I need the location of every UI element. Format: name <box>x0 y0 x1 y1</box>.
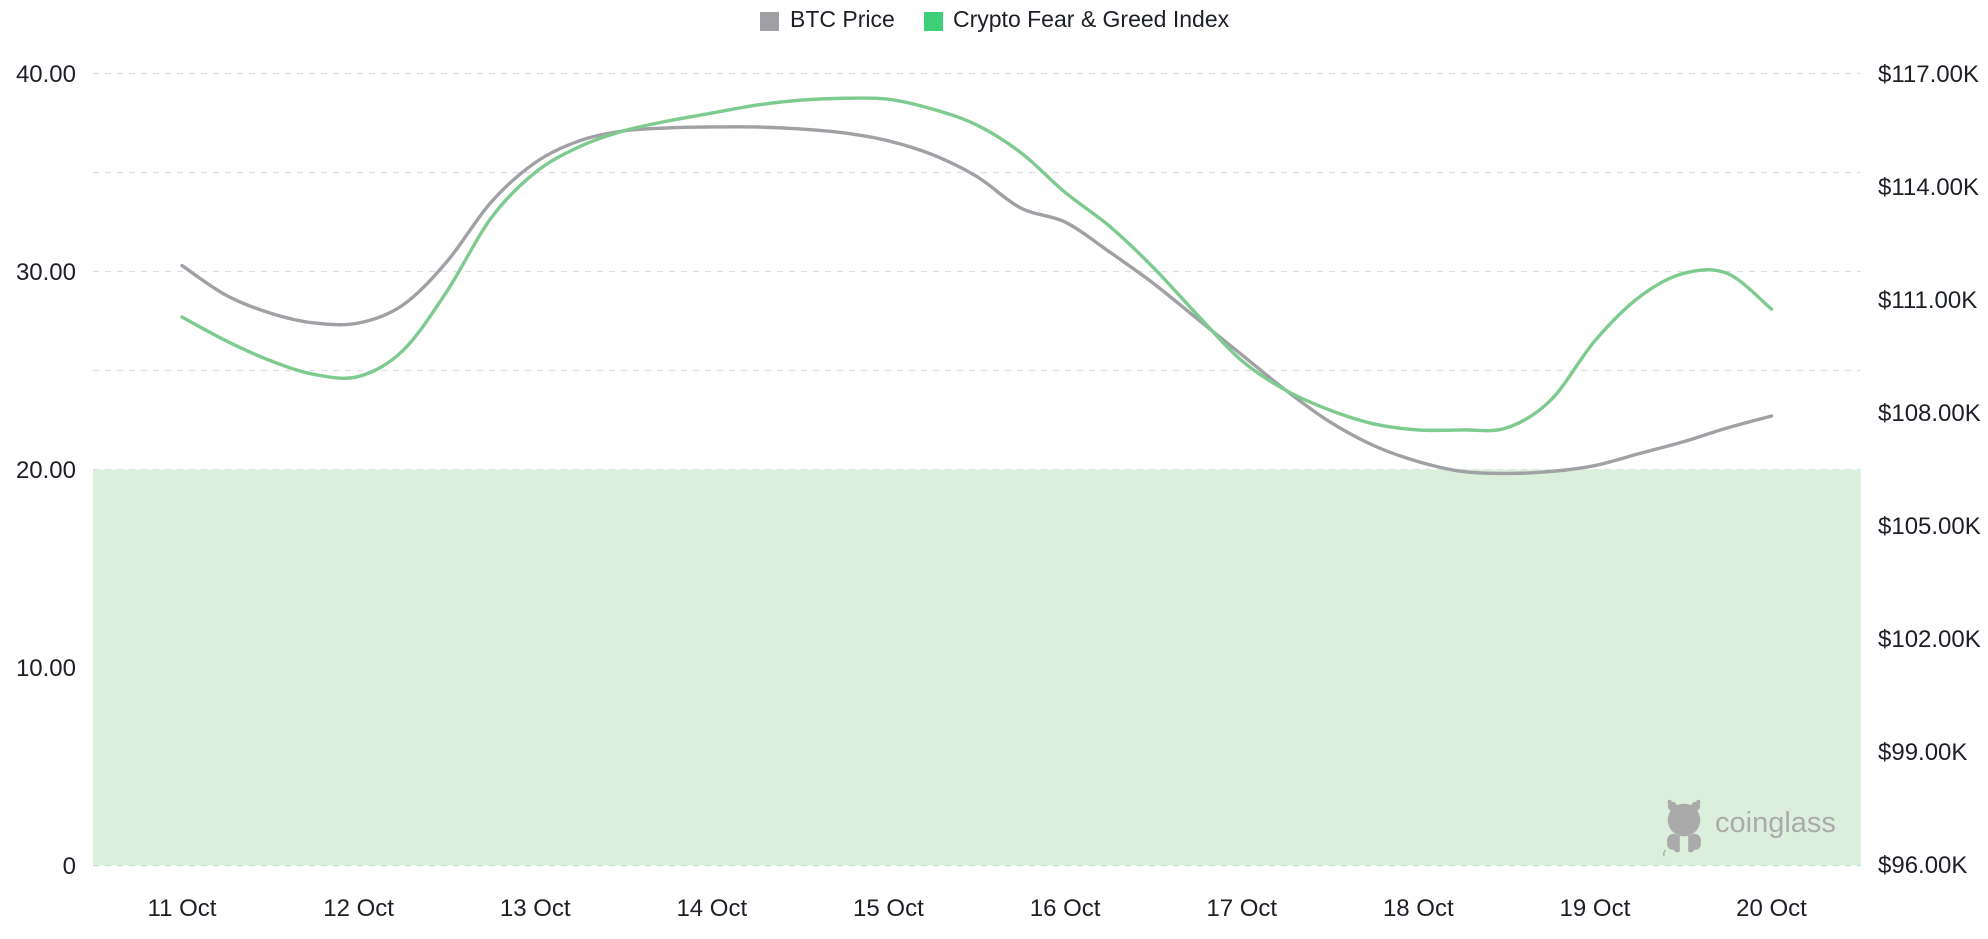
svg-text:18 Oct: 18 Oct <box>1383 895 1454 922</box>
svg-text:0: 0 <box>63 853 76 880</box>
svg-text:$117.00K: $117.00K <box>1878 61 1979 88</box>
svg-text:13 Oct: 13 Oct <box>500 895 571 922</box>
svg-text:$102.00K: $102.00K <box>1878 626 1981 653</box>
svg-text:BTC Price: BTC Price <box>790 6 895 32</box>
svg-text:10.00: 10.00 <box>16 655 76 682</box>
svg-text:19 Oct: 19 Oct <box>1560 895 1631 922</box>
svg-text:$108.00K: $108.00K <box>1878 400 1981 427</box>
svg-text:30.00: 30.00 <box>16 259 76 286</box>
svg-text:11 Oct: 11 Oct <box>148 895 217 922</box>
svg-text:40.00: 40.00 <box>16 61 76 88</box>
svg-text:$96.00K: $96.00K <box>1878 852 1967 879</box>
svg-text:20 Oct: 20 Oct <box>1736 895 1807 922</box>
svg-text:14 Oct: 14 Oct <box>676 895 747 922</box>
svg-text:$114.00K: $114.00K <box>1878 174 1979 201</box>
svg-text:20.00: 20.00 <box>16 457 76 484</box>
svg-text:$99.00K: $99.00K <box>1878 739 1967 766</box>
svg-text:$111.00K: $111.00K <box>1878 287 1977 314</box>
svg-text:17 Oct: 17 Oct <box>1206 895 1277 922</box>
svg-text:12 Oct: 12 Oct <box>323 895 394 922</box>
svg-text:15 Oct: 15 Oct <box>853 895 924 922</box>
svg-text:$105.00K: $105.00K <box>1878 513 1981 540</box>
svg-text:16 Oct: 16 Oct <box>1030 895 1101 922</box>
svg-text:Crypto Fear & Greed Index: Crypto Fear & Greed Index <box>953 6 1230 32</box>
svg-text:coinglass: coinglass <box>1715 807 1836 839</box>
